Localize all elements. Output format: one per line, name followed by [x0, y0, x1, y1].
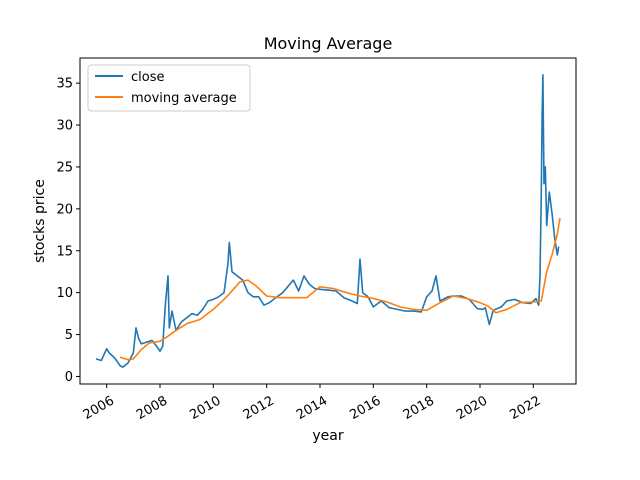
- y-tick-label: 35: [56, 77, 73, 92]
- y-axis-label: stocks price: [32, 179, 48, 263]
- series-line-close: [95, 74, 560, 369]
- plot-area: [95, 74, 561, 369]
- x-tick-label: 2014: [294, 393, 330, 423]
- x-tick-label: 2006: [81, 393, 117, 423]
- x-tick-label: 2016: [347, 393, 383, 423]
- x-tick-label: 2008: [134, 393, 170, 423]
- y-tick-label: 20: [56, 202, 73, 217]
- chart-title: Moving Average: [264, 34, 393, 53]
- y-axis: 0 5 10 15 20 25 30 35: [56, 77, 80, 385]
- x-tick-label: 2018: [401, 393, 437, 423]
- plot-frame: [79, 57, 577, 385]
- legend: close moving average: [87, 64, 251, 112]
- x-axis-label: year: [312, 428, 343, 444]
- series-line-moving-average: [119, 217, 561, 361]
- y-tick-label: 15: [56, 244, 73, 259]
- y-tick-label: 5: [65, 328, 73, 343]
- x-tick-label: 2020: [454, 393, 490, 423]
- x-tick-label: 2022: [507, 393, 543, 423]
- legend-label-close: close: [131, 70, 164, 85]
- legend-box: [87, 64, 251, 112]
- y-tick-label: 10: [56, 286, 73, 301]
- y-tick-label: 25: [56, 160, 73, 175]
- x-axis: 2006 2008 2010 2012 2014 2016 2018 2020 2022: [81, 384, 544, 423]
- x-tick-label: 2012: [241, 393, 277, 423]
- y-tick-label: 30: [56, 119, 73, 134]
- legend-label-moving-average: moving average: [131, 91, 237, 106]
- x-tick-label: 2010: [187, 393, 223, 423]
- y-tick-label: 0: [65, 370, 73, 385]
